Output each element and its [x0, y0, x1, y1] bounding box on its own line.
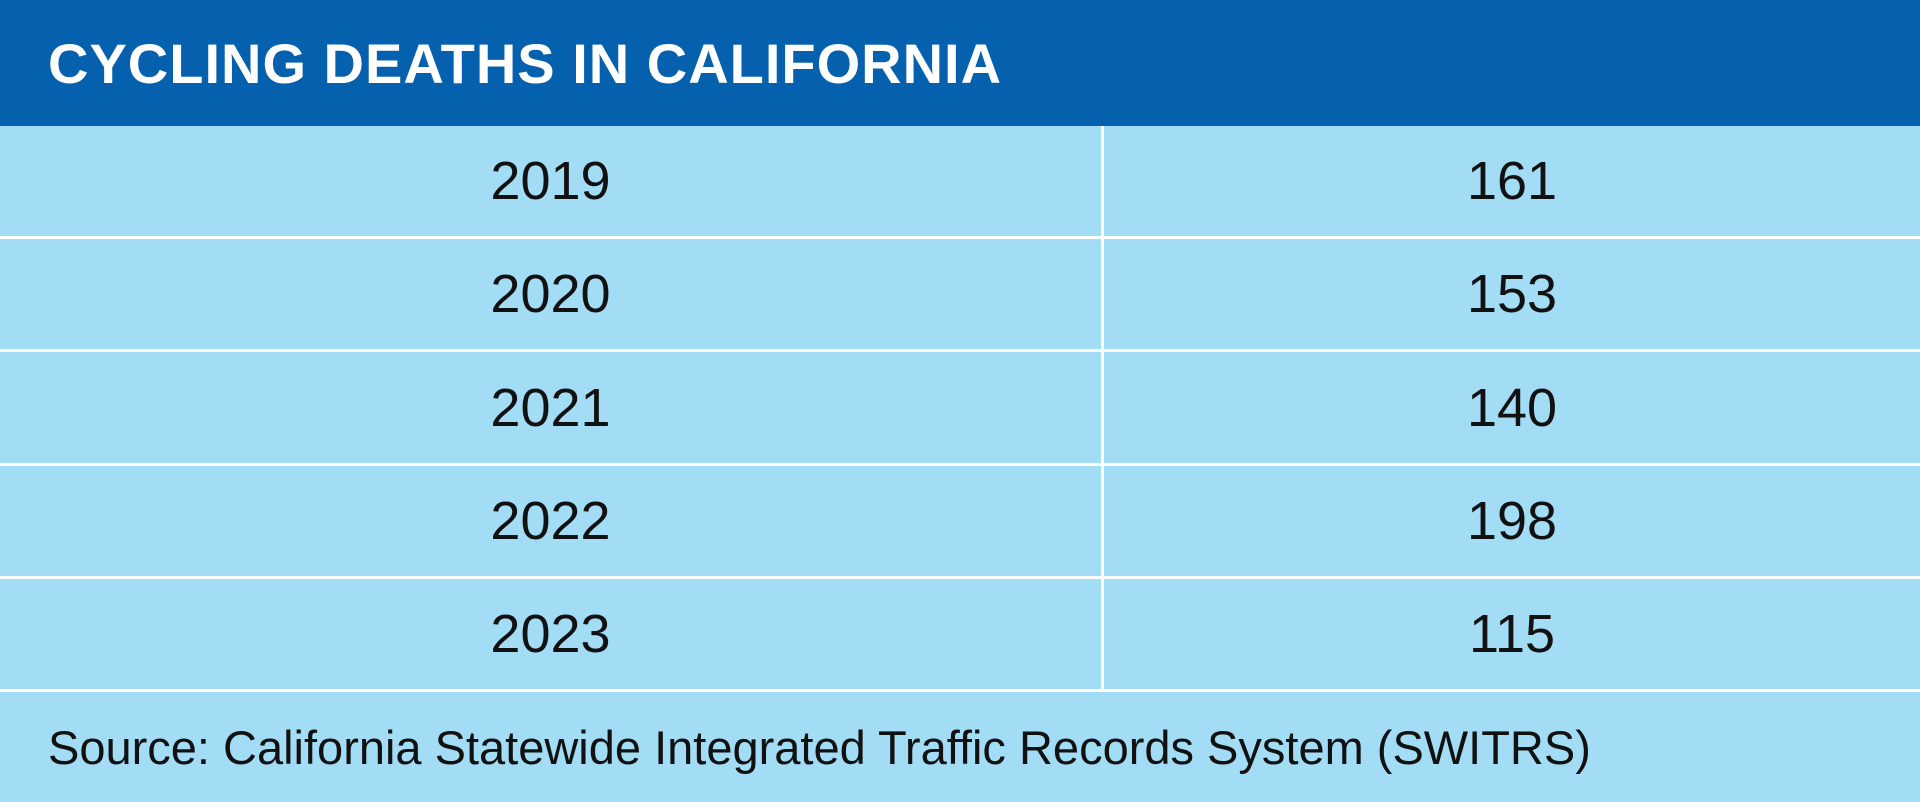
deaths-cell: 140: [1466, 377, 1558, 438]
table-row: 2019 161: [0, 126, 1920, 240]
table-row: 2023 115: [0, 578, 1920, 693]
year-cell: 2019: [0, 126, 1104, 237]
table: 2019 161 2020 153 2021 140 2022 198 2023 115: [0, 126, 1920, 693]
footer: Source: California Statewide Integrated …: [0, 692, 1920, 802]
deaths-cell: 115: [1468, 603, 1556, 664]
deaths-cell: 161: [1466, 151, 1558, 212]
year-cell: 2023: [0, 578, 1104, 690]
table-row: 2021 140: [0, 352, 1920, 466]
deaths-cell: 153: [1466, 264, 1558, 325]
source-note: Source: California Statewide Integrated …: [48, 720, 1591, 774]
table-row: 2022 198: [0, 465, 1920, 579]
deaths-cell: 198: [1466, 490, 1558, 551]
year-cell: 2022: [0, 465, 1104, 576]
table-row: 2020 153: [0, 239, 1920, 353]
title: CYCLING DEATHS IN CALIFORNIA: [48, 31, 1003, 95]
header-band: CYCLING DEATHS IN CALIFORNIA: [0, 0, 1920, 126]
year-cell: 2020: [0, 239, 1104, 350]
year-cell: 2021: [0, 352, 1104, 463]
